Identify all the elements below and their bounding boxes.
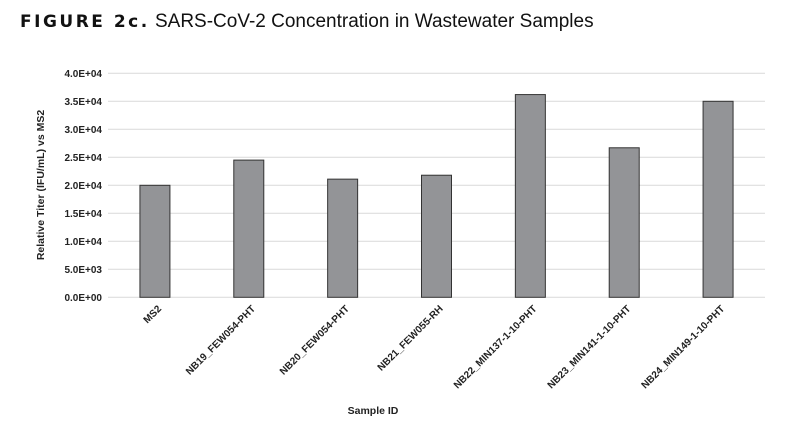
y-tick-label: 0.0E+00 [64,293,102,304]
figure-title-text: SARS-CoV-2 Concentration in Wastewater S… [154,11,594,32]
x-tick-label: MS2 [142,303,165,326]
figure-title: FIGURE 2c. SARS-CoV-2 Concentration in W… [20,11,594,33]
x-tick-label: NB20_FEW054-PHT [278,304,352,378]
bar [514,94,546,298]
x-tick-label: NB19_FEW054-PHT [184,304,258,378]
y-tick-label: 1.0E+04 [64,237,102,248]
x-tick-label: NB23_MIN141-1-10-PHT [546,304,634,392]
bar [139,184,171,298]
x-tick-label: NB21_FEW055-RH [376,304,446,374]
y-tick-label: 3.5E+04 [64,97,102,108]
bar [702,100,734,298]
figure-label: FIGURE 2c. [20,12,150,32]
y-tick-label: 3.0E+04 [64,125,102,136]
y-tick-label: 2.5E+04 [64,153,102,164]
bar [233,159,265,298]
x-tick-label: NB22_MIN137-1-10-PHT [452,304,540,392]
y-axis-label: Relative Titer (IFU/mL) vs MS2 [35,110,47,261]
y-tick-label: 4.0E+04 [64,69,102,80]
y-tick-label: 5.0E+03 [64,265,102,276]
bar [327,178,359,298]
y-tick-label: 1.5E+04 [64,209,102,220]
bar [608,147,640,298]
bar [421,174,452,298]
x-tick-label: NB24_MIN149-1-10-PHT [640,304,728,392]
y-tick-label: 2.0E+04 [64,181,102,192]
x-axis-label: Sample ID [348,405,399,417]
